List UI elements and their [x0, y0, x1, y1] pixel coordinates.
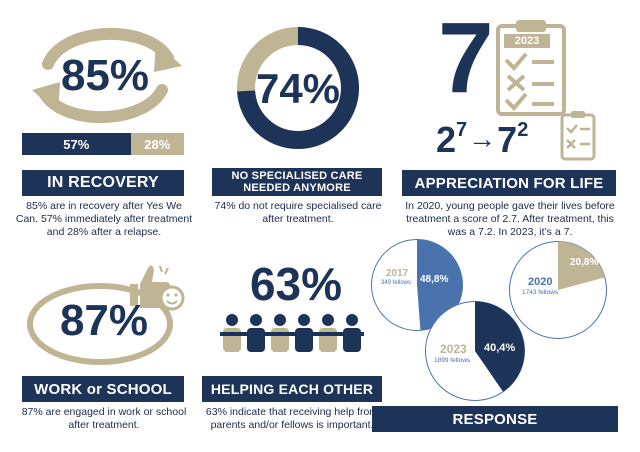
work-description: 87% are engaged in work or school after …	[21, 406, 187, 431]
person-head	[346, 314, 358, 326]
pie-2020-fellows: 1743 fellows	[522, 289, 559, 296]
recovery-bar: 57% 28%	[22, 133, 184, 155]
care-donut-arc	[237, 27, 359, 149]
people-row	[220, 314, 364, 352]
work-laurel-ring	[27, 283, 173, 365]
person-body	[343, 328, 361, 352]
score-before-base: 2	[436, 119, 457, 160]
score-after-exp: 2	[517, 119, 529, 141]
person-body	[295, 328, 313, 352]
pie-2023	[425, 301, 525, 401]
pie-2017	[371, 239, 463, 331]
pie-2017-fellows: 349 fellows	[381, 280, 412, 286]
person-body	[223, 328, 241, 352]
clipboard-year: 2023	[514, 35, 540, 47]
work-percent: 87%	[59, 296, 149, 345]
person-head	[274, 314, 286, 326]
score-after-base: 7	[497, 119, 518, 160]
recovery-description: 85% are in recovery after Yes We Can. 57…	[15, 200, 193, 238]
pie-2023-label: 40,4%	[484, 342, 516, 354]
score-before-exp: 7	[456, 119, 468, 141]
recovery-bar-relapse: 28%	[130, 133, 184, 155]
care-banner: NO SPECIALISED CARE NEEDED ANYMORE	[212, 168, 382, 196]
pie-slice	[475, 301, 525, 392]
person-body	[271, 328, 289, 352]
clipboard-checklist-icon	[496, 20, 566, 116]
person-body	[319, 328, 337, 352]
recycle-arrows-icon	[32, 27, 182, 124]
person-head	[226, 314, 238, 326]
recovery-bar-relapse-label: 28%	[144, 136, 171, 152]
appreciation-banner: APPRECIATION FOR LIFE	[402, 170, 616, 196]
recovery-banner: IN RECOVERY	[22, 170, 184, 196]
pie-2020-year: 2020	[528, 276, 553, 288]
recovery-percent: 85%	[60, 51, 150, 100]
people-group-icon	[220, 314, 364, 352]
recovery-bar-immediate-label: 57%	[63, 136, 90, 152]
person-head	[250, 314, 262, 326]
appreciation-big-number: 7	[438, 2, 494, 114]
care-percent: 74%	[255, 65, 341, 112]
response-banner: RESPONSE	[372, 406, 618, 432]
pie-2023-fellows: 1899 fellows	[434, 357, 471, 364]
person-head	[298, 314, 310, 326]
pie-2020-label: 20,8%	[570, 257, 599, 268]
helping-percent: 63%	[249, 258, 343, 310]
appreciation-description: In 2020, young people gave their lives b…	[405, 200, 615, 238]
person-head	[322, 314, 334, 326]
care-description: 74% do not require specialised care afte…	[214, 200, 382, 225]
care-donut-chart	[237, 27, 359, 149]
appreciation-score-change: 27→72	[436, 118, 566, 162]
person-body	[247, 328, 265, 352]
clipboard-small-icon	[560, 111, 596, 161]
pie-2020	[509, 241, 607, 339]
recovery-bar-immediate: 57%	[22, 133, 131, 155]
helping-banner: HELPING EACH OTHER	[202, 376, 382, 402]
work-banner: WORK or SCHOOL	[22, 376, 184, 402]
arrow-right-icon: →	[468, 123, 497, 154]
thumbs-up-smiley-icon	[130, 265, 185, 311]
pie-2017-year: 2017	[386, 268, 409, 279]
pie-slice	[558, 241, 605, 290]
pie-2023-year: 2023	[440, 342, 467, 356]
pie-2017-label: 48,8%	[420, 274, 449, 285]
helping-description: 63% indicate that receiving help from pa…	[205, 406, 379, 431]
